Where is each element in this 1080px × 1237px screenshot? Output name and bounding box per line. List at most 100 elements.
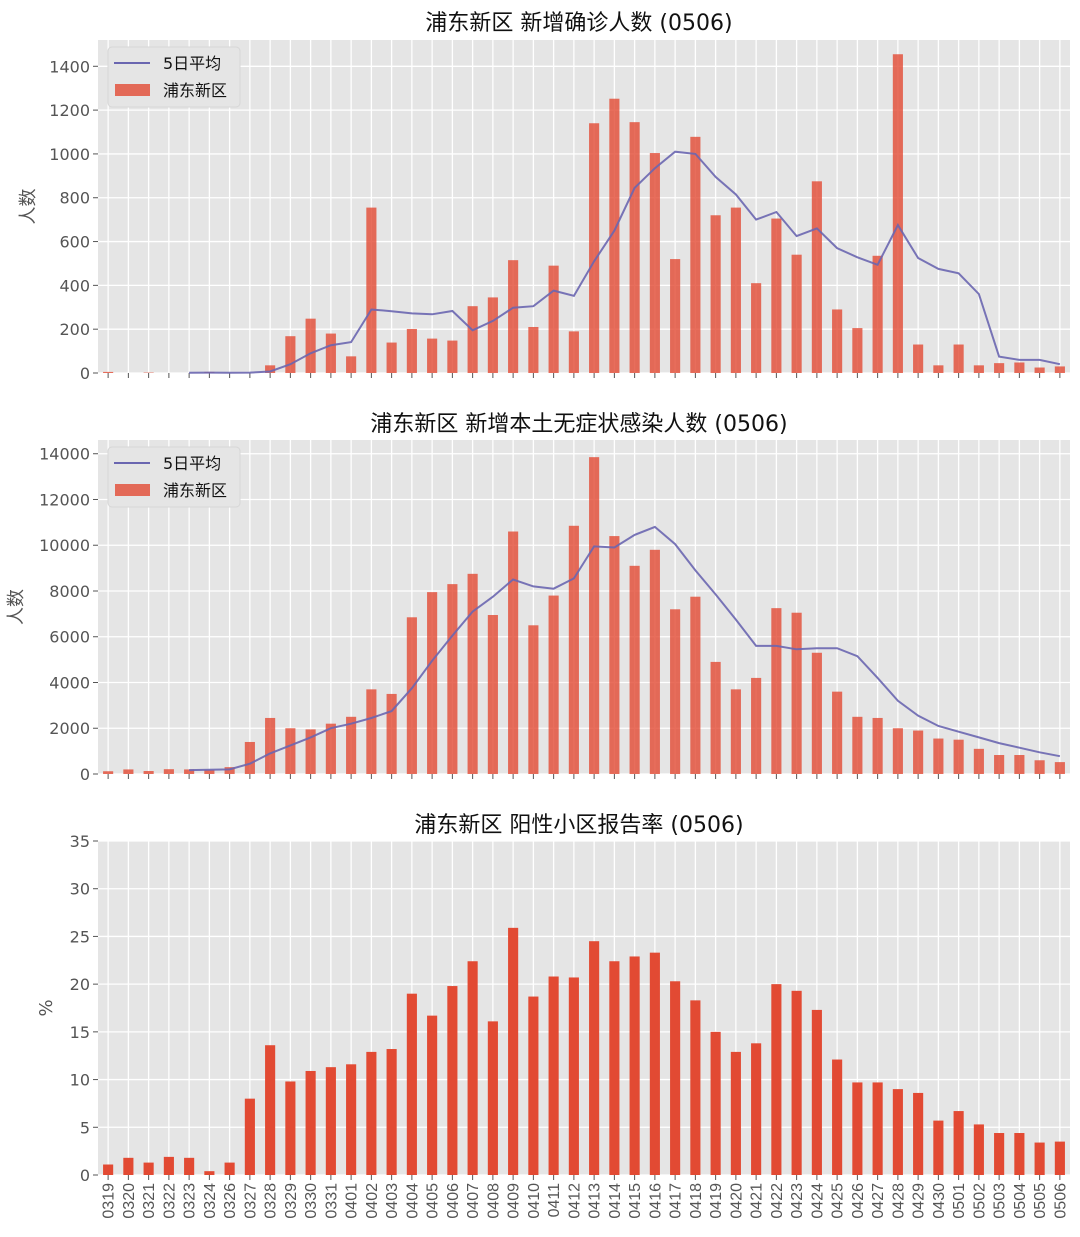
bar xyxy=(265,717,276,774)
x-tick-label: 0501 xyxy=(951,1183,968,1219)
bar xyxy=(751,677,762,774)
x-tick-label: 0411 xyxy=(546,1183,563,1218)
x-tick-label: 0330 xyxy=(303,1183,320,1219)
moving-average-line xyxy=(189,525,1061,772)
bar xyxy=(994,363,1005,373)
bar xyxy=(811,1009,822,1175)
bar xyxy=(953,344,964,373)
bar xyxy=(346,716,357,774)
bar xyxy=(548,595,559,774)
x-tick-label: 0504 xyxy=(1012,1183,1029,1219)
bar xyxy=(892,728,903,774)
bar xyxy=(548,976,559,1175)
bar xyxy=(690,1000,701,1175)
x-tick-label: 0322 xyxy=(161,1183,178,1219)
moving-average-line xyxy=(189,150,1061,374)
bar xyxy=(528,625,539,774)
bar xyxy=(730,207,741,373)
bar xyxy=(710,1031,721,1175)
bar xyxy=(508,927,519,1175)
bar xyxy=(143,1162,154,1175)
x-tick-label: 0328 xyxy=(263,1183,280,1219)
y-tick-label: 0 xyxy=(80,364,90,383)
bar xyxy=(730,1051,741,1175)
bar xyxy=(933,738,944,774)
bar xyxy=(832,309,843,373)
y-axis-label: 人数 xyxy=(18,189,39,225)
bar xyxy=(872,1082,883,1175)
x-tick-label: 0327 xyxy=(242,1183,259,1219)
x-tick-label: 0416 xyxy=(647,1183,664,1219)
bar xyxy=(649,549,660,774)
bar xyxy=(791,990,802,1175)
x-tick-label: 0426 xyxy=(850,1183,867,1219)
bar xyxy=(467,573,478,774)
legend-bar-swatch xyxy=(115,84,150,96)
bar xyxy=(103,771,114,774)
bar xyxy=(1034,760,1045,774)
bar xyxy=(933,1120,944,1175)
bar xyxy=(629,122,640,373)
bar xyxy=(670,259,681,373)
bar xyxy=(427,1015,438,1175)
x-tick-label: 0505 xyxy=(1032,1183,1049,1219)
x-tick-label: 0414 xyxy=(607,1183,624,1219)
x-tick-label: 0503 xyxy=(992,1183,1009,1219)
y-tick-label: 5 xyxy=(80,1118,90,1137)
bar xyxy=(406,328,417,373)
bar xyxy=(892,1089,903,1175)
bar xyxy=(771,984,782,1175)
subplot-2: 0 2000 4000 6000 8000 10000 12000 14000 浦东新区 新增本… xyxy=(6,412,1070,784)
bar xyxy=(103,371,114,373)
bar xyxy=(791,254,802,373)
bar xyxy=(305,729,316,774)
bar xyxy=(832,691,843,774)
bar xyxy=(913,1092,924,1175)
bar xyxy=(447,986,458,1175)
bar xyxy=(811,181,822,373)
x-tick-label: 0320 xyxy=(121,1183,138,1219)
bar xyxy=(325,333,336,373)
bar xyxy=(1054,762,1065,774)
plot-area xyxy=(98,841,1070,1175)
bar xyxy=(508,260,519,373)
bar xyxy=(609,536,620,774)
bar xyxy=(487,1021,498,1175)
x-tick-label: 0406 xyxy=(445,1183,462,1219)
y-tick-label: 12000 xyxy=(39,490,90,509)
bar xyxy=(892,54,903,373)
bar xyxy=(649,153,660,373)
x-tick-label: 0405 xyxy=(425,1183,442,1219)
x-tick-label: 0430 xyxy=(931,1183,948,1219)
bar xyxy=(832,1059,843,1175)
x-tick-label: 0421 xyxy=(749,1183,766,1219)
bar xyxy=(568,525,579,774)
bar xyxy=(184,1157,195,1175)
bar xyxy=(123,769,134,774)
bar xyxy=(265,365,276,373)
y-tick-label: 0 xyxy=(80,765,90,784)
bar xyxy=(366,207,377,373)
x-tick-label: 0326 xyxy=(222,1183,239,1219)
bar xyxy=(467,306,478,373)
bar xyxy=(771,218,782,373)
x-tick-label: 0419 xyxy=(708,1183,725,1219)
x-tick-label: 0410 xyxy=(526,1183,543,1219)
y-tick-label: 25 xyxy=(70,927,90,946)
bar xyxy=(913,344,924,373)
bar xyxy=(285,1081,296,1175)
bar xyxy=(629,565,640,774)
bar xyxy=(994,1133,1005,1175)
y-tick-label: 1000 xyxy=(49,145,90,164)
bar xyxy=(771,608,782,774)
bar xyxy=(1034,367,1045,373)
x-tick-label: 0329 xyxy=(283,1183,300,1219)
bar xyxy=(933,365,944,373)
x-tick-label: 0413 xyxy=(587,1183,604,1219)
x-tick-label: 0409 xyxy=(506,1183,523,1219)
bar xyxy=(670,981,681,1175)
bar xyxy=(1014,362,1025,373)
x-tick-label: 0412 xyxy=(566,1183,583,1219)
y-tick-label: 4000 xyxy=(49,673,90,692)
bar xyxy=(447,340,458,373)
